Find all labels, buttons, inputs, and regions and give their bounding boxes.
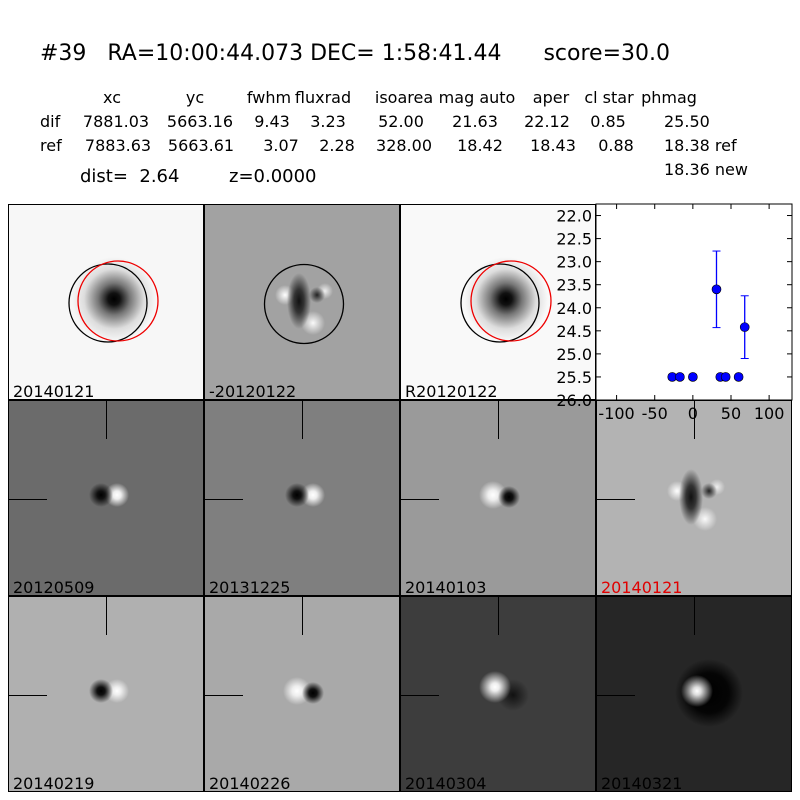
redshift-text: z=0.0000 — [229, 166, 317, 187]
stamp-date-label: 20140304 — [405, 774, 487, 792]
image-stamp: 20140103 — [400, 400, 596, 596]
plot-area — [595, 203, 793, 401]
stamp-date-label: -20120122 — [209, 382, 297, 400]
dist-text: dist= 2.64 — [80, 166, 180, 187]
column-header: phmag — [641, 88, 697, 107]
crosshair-tick — [597, 499, 635, 500]
crosshair-tick — [9, 695, 47, 696]
image-stamp: -20120122 — [204, 204, 400, 400]
crosshair-tick — [694, 597, 695, 635]
column-header: aper — [532, 88, 570, 107]
stamp-date-label: 20140226 — [209, 774, 291, 792]
stamp-date-label: 20140121 — [601, 578, 683, 596]
column-header: xc — [103, 88, 121, 107]
crosshair-tick — [106, 401, 107, 439]
phmag-new: 18.36 new — [664, 160, 748, 179]
column-header: isoarea — [374, 88, 434, 107]
stamp-date-label: 20120509 — [13, 578, 95, 596]
data-point — [739, 322, 750, 332]
column-header: fluxrad — [294, 88, 352, 107]
crosshair-tick — [302, 401, 303, 439]
data-point — [733, 372, 744, 382]
table-cell: 21.63 — [452, 112, 498, 131]
stamp-date-label: 20140121 — [13, 382, 95, 400]
table-cell: 18.43 — [530, 136, 576, 155]
table-cell: 328.00 — [376, 136, 432, 155]
figure-title: #39 RA=10:00:44.073 DEC= 1:58:41.44 scor… — [40, 41, 670, 66]
data-point — [720, 372, 731, 382]
row-label: dif — [40, 112, 61, 131]
table-cell: 7883.63 — [84, 136, 152, 155]
phmag-cell: 18.38 ref — [664, 136, 737, 155]
table-cell: 5663.61 — [167, 136, 235, 155]
crosshair-tick — [401, 499, 439, 500]
stamp-date-label: 20140321 — [601, 774, 683, 792]
table-cell: 7881.03 — [82, 112, 150, 131]
crosshair-tick — [9, 499, 47, 500]
crosshair-tick — [205, 499, 243, 500]
table-cell: 5663.16 — [166, 112, 234, 131]
row-label: ref — [40, 136, 62, 155]
phmag-cell: 25.50 — [664, 112, 710, 131]
image-stamp: 20140121 — [8, 204, 204, 400]
image-stamp: 20140219 — [8, 596, 204, 792]
image-stamp: 20120509 — [8, 400, 204, 596]
image-stamp: 20140226 — [204, 596, 400, 792]
crosshair-tick — [498, 401, 499, 439]
crosshair-tick — [106, 597, 107, 635]
crosshair-tick — [498, 597, 499, 635]
image-stamp: R20120122 — [400, 204, 596, 400]
table-cell: 2.28 — [319, 136, 355, 155]
data-point — [715, 372, 726, 382]
column-header: yc — [185, 88, 205, 107]
column-header: fwhm — [246, 88, 292, 107]
crosshair-tick — [205, 695, 243, 696]
crosshair-tick — [694, 401, 695, 439]
image-stamp: 20140121 — [596, 400, 792, 596]
data-point — [675, 372, 685, 382]
crosshair-tick — [302, 597, 303, 635]
crosshair-tick — [401, 695, 439, 696]
image-stamp: 20140304 — [400, 596, 596, 792]
crosshair-tick — [597, 695, 635, 696]
data-point — [688, 372, 698, 382]
stamp-date-label: R20120122 — [405, 382, 498, 400]
column-header: mag auto — [438, 88, 516, 107]
table-cell: 0.88 — [598, 136, 634, 155]
stamp-date-label: 20131225 — [209, 578, 291, 596]
image-stamp: 20131225 — [204, 400, 400, 596]
table-cell: 3.23 — [310, 112, 346, 131]
table-cell: 9.43 — [254, 112, 290, 131]
table-cell: 52.00 — [378, 112, 424, 131]
stamp-date-label: 20140103 — [405, 578, 487, 596]
table-cell: 0.85 — [590, 112, 626, 131]
stamp-date-label: 20140219 — [13, 774, 95, 792]
data-point — [667, 372, 678, 382]
column-header: cl star — [584, 88, 634, 107]
table-cell: 18.42 — [457, 136, 503, 155]
data-point — [711, 284, 722, 295]
table-cell: 3.07 — [263, 136, 299, 155]
table-cell: 22.12 — [524, 112, 570, 131]
image-stamp: 20140321 — [596, 596, 792, 792]
